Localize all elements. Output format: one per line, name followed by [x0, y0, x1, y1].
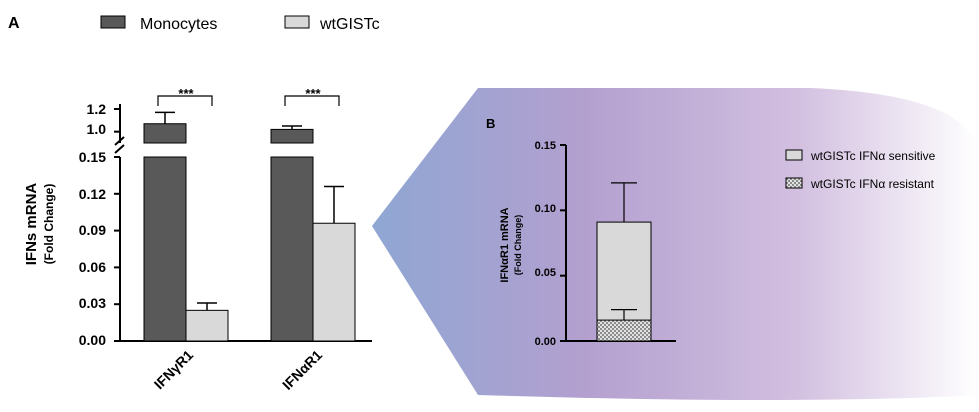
significance-bracket — [157, 95, 213, 106]
significance-bracket — [284, 95, 340, 106]
tick-label-a-1.2: 1.2 — [87, 101, 107, 117]
y-ticks-b: 0.15 0.10 0.05 0.00 — [535, 140, 556, 348]
tick-label-a-0.03: 0.03 — [79, 295, 106, 311]
x-label-ifngr1: IFNγR1 — [151, 347, 197, 393]
legend-swatch-sensitive — [785, 149, 803, 161]
bar-monocytes-lower — [270, 156, 314, 342]
legend-label-sensitive: wtGISTc IFNα sensitive — [810, 149, 936, 163]
bar-resistant — [596, 319, 652, 342]
y-axis-label-a: IFNs mRNA (Fold Change) — [23, 183, 56, 266]
axis-break-mark-1 — [114, 144, 125, 154]
tick-label-a-0.09: 0.09 — [79, 222, 106, 238]
legend-a: Monocytes wtGISTc — [100, 15, 380, 33]
panel-b-plot — [560, 144, 676, 342]
significance-ifnar1: *** — [305, 86, 321, 101]
tick-label-b-0.05: 0.05 — [535, 267, 556, 279]
legend-b: wtGISTc IFNα sensitive wtGISTc IFNα resi… — [785, 149, 936, 191]
y-axis-label-b: IFNαR1 mRNA (Fold Change) — [499, 207, 523, 282]
y-axis-subtitle-b: (Fold Change) — [513, 215, 523, 276]
y-axis-title-a: IFNs mRNA — [23, 183, 40, 266]
tick-label-a-0.12: 0.12 — [79, 186, 106, 202]
panel-b-background — [372, 88, 979, 400]
panel-b-label: B — [486, 116, 495, 131]
panel-a-label: A — [8, 15, 20, 32]
x-label-ifnar1: IFNαR1 — [279, 347, 325, 393]
tick-label-a-0.00: 0.00 — [79, 332, 106, 348]
significance-ifngr1: *** — [178, 86, 194, 101]
axis-break-mark-2 — [114, 136, 125, 146]
legend-label-monocytes: Monocytes — [140, 16, 217, 33]
tick-label-a-1.0: 1.0 — [87, 121, 107, 137]
panel-a-plot — [114, 95, 372, 342]
tick-label-a-0.15: 0.15 — [79, 149, 106, 165]
bar-monocytes-lower — [143, 156, 187, 342]
legend-swatch-resistant — [785, 177, 803, 189]
bar-wtgistc — [312, 222, 356, 342]
tick-label-a-0.06: 0.06 — [79, 259, 106, 275]
legend-label-wtgistc: wtGISTc — [319, 16, 380, 33]
bar-monocytes-upper — [143, 123, 187, 144]
legend-swatch-monocytes — [100, 15, 126, 29]
legend-swatch-wtgistc — [284, 15, 310, 29]
tick-label-b-0.10: 0.10 — [535, 203, 556, 215]
tick-label-b-0.15: 0.15 — [535, 140, 556, 152]
bar-monocytes-upper — [270, 128, 314, 144]
y-axis-subtitle-a: (Fold Change) — [42, 184, 56, 265]
bar-wtgistc — [185, 309, 229, 342]
y-axis-title-b: IFNαR1 mRNA — [499, 207, 511, 282]
legend-label-resistant: wtGISTc IFNα resistant — [810, 177, 935, 191]
tick-label-b-0.00: 0.00 — [535, 336, 556, 348]
y-ticks-a: 1.2 1.0 0.15 0.12 0.09 0.06 0.03 0.00 — [79, 101, 106, 348]
